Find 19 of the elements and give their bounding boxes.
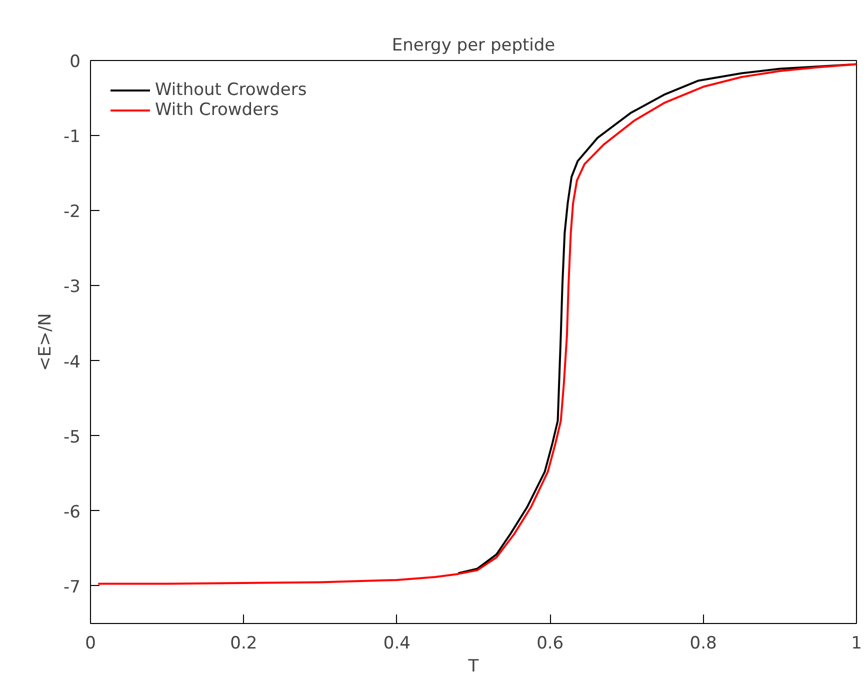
x-tick-label: 0.6: [536, 634, 564, 654]
x-tick-label: 0.4: [383, 634, 410, 654]
chart-title: Energy per peptide: [392, 36, 556, 56]
x-axis-title: T: [467, 656, 480, 676]
y-tick-label: -3: [64, 277, 81, 298]
y-tick-label: -6: [64, 502, 81, 522]
x-tick-label: 0: [85, 634, 96, 654]
y-tick-label: -4: [64, 352, 81, 372]
y-tick-label: -7: [64, 577, 81, 598]
y-tick-label: 0: [70, 52, 81, 72]
legend-label: Without Crowders: [155, 80, 307, 100]
y-tick-label: -2: [64, 202, 81, 222]
x-tick-label: 0.2: [230, 634, 258, 654]
x-tick-label: 0.8: [690, 634, 717, 654]
legend-label: With Crowders: [155, 100, 279, 120]
y-tick-label: -5: [64, 427, 81, 448]
x-tick-label: 1: [851, 634, 862, 654]
y-axis-title: <E>/N: [36, 313, 56, 371]
y-tick-label: -1: [64, 127, 81, 148]
